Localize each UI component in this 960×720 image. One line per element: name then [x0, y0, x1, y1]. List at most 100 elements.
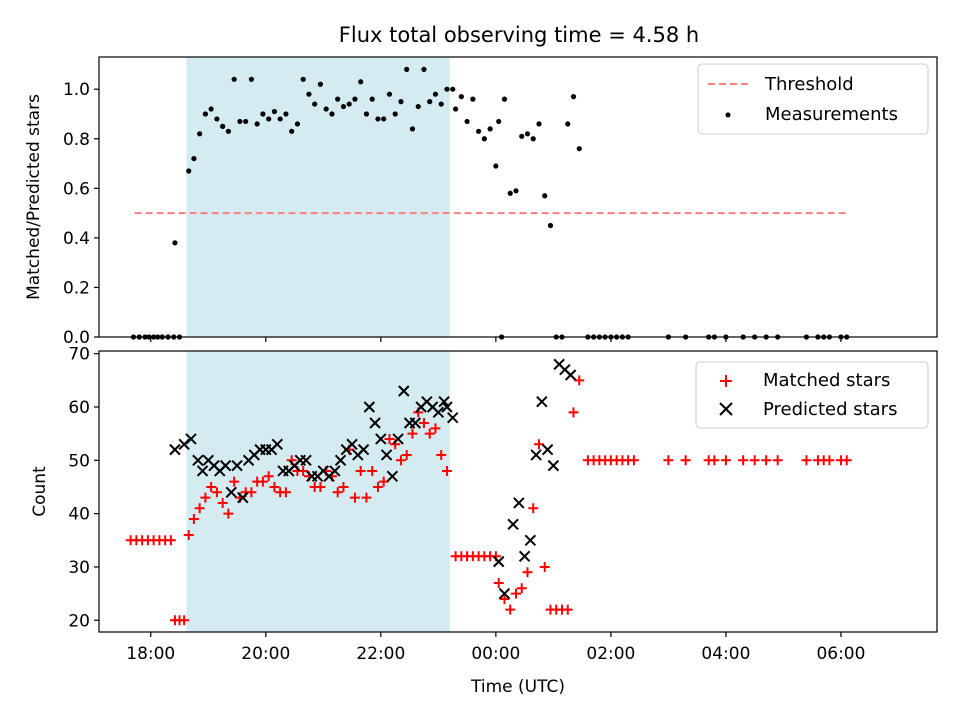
measurement-point — [487, 126, 493, 132]
measurement-point — [409, 126, 416, 132]
legend-matched-label: Matched stars — [763, 370, 890, 391]
predicted-star-point — [329, 465, 341, 477]
measurement-point — [450, 86, 456, 92]
measurement-point — [386, 91, 393, 97]
bottom-x-axis-ticks: 18:00 20:00 22:00 00:00 02:00 04:00 06:00 — [126, 632, 865, 664]
measurement-point — [352, 96, 358, 102]
bottom-y-tick-label: 30 — [68, 558, 90, 578]
matched-star-point — [183, 529, 194, 540]
measurement-point — [266, 116, 272, 122]
measurement-point — [536, 121, 542, 127]
bottom-y-tick-label: 70 — [68, 345, 90, 365]
measurement-point — [375, 116, 381, 122]
measurement-point — [570, 94, 577, 100]
bottom-legend-box — [695, 361, 929, 429]
measurement-point — [513, 188, 519, 194]
matched-star-point — [749, 455, 760, 466]
predicted-star-point — [219, 459, 232, 472]
top-panel: 0.0 0.2 0.4 0.6 0.8 1.0 Matched/Predicted sta… — [24, 56, 938, 348]
legend-measurements-swatch — [725, 112, 731, 118]
measurement-point — [220, 123, 226, 129]
measurement-point — [335, 96, 341, 102]
matched-star-point — [430, 423, 441, 434]
matched-star-point — [709, 455, 720, 466]
bottom-y-axis-label: Count — [30, 466, 50, 517]
matched-star-point — [801, 455, 812, 466]
x-axis-label: Time (UTC) — [470, 677, 565, 697]
measurement-point — [381, 116, 387, 122]
x-tick-label: 20:00 — [241, 644, 290, 664]
measurement-point — [312, 101, 318, 107]
measurement-point — [369, 96, 375, 102]
matched-star-point — [841, 455, 852, 466]
predicted-star-point — [346, 438, 358, 451]
matched-star-point — [367, 465, 378, 476]
legend-predicted-label: Predicted stars — [763, 399, 897, 420]
matched-star-point — [246, 487, 257, 498]
top-legend: Threshold Measurements — [697, 63, 929, 135]
measurement-point — [277, 116, 283, 122]
matched-star-point — [338, 481, 349, 492]
measurement-point — [398, 99, 404, 105]
legend-measurements-label: Measurements — [765, 104, 898, 125]
top-axes-frame — [98, 56, 938, 338]
top-y-tick-label: 0.4 — [63, 229, 90, 249]
matched-star-point — [493, 577, 504, 588]
matched-star-point — [223, 508, 234, 519]
measurement-point — [329, 111, 335, 117]
measurement-point — [271, 108, 278, 115]
matched-star-point — [510, 588, 521, 599]
matched-star-point — [528, 503, 539, 514]
matched-star-point — [720, 455, 731, 466]
matched-star-point — [663, 455, 674, 466]
matched-star-point — [315, 481, 326, 492]
measurement-point — [208, 106, 214, 112]
x-tick-label: 00:00 — [471, 644, 520, 664]
measurement-point — [363, 111, 370, 117]
bottom-y-axis-ticks: 20 30 40 50 60 70 — [68, 345, 99, 631]
bottom-axes-frame — [98, 350, 938, 633]
measurement-point — [191, 155, 197, 162]
matched-star-point — [407, 428, 418, 439]
matched-star-point — [568, 407, 579, 418]
predicted-star-point — [196, 465, 209, 477]
measurement-point — [519, 133, 525, 139]
predicted-star-point — [225, 486, 237, 499]
measurement-point — [493, 163, 499, 169]
top-y-tick-label: 0.0 — [63, 328, 90, 348]
matched-star-point — [441, 465, 452, 476]
x-tick-label: 04:00 — [701, 644, 750, 664]
measurement-point — [306, 91, 312, 97]
legend-predicted-swatch — [719, 402, 733, 416]
bottom-y-tick-label: 20 — [68, 611, 90, 631]
top-y-tick-label: 0.2 — [63, 278, 90, 298]
predicted-star-point — [409, 417, 422, 429]
bottom-y-tick-label: 40 — [68, 505, 90, 525]
predicted-star-point — [169, 443, 181, 456]
matched-star-point — [401, 449, 412, 460]
matched-star-point — [505, 604, 516, 615]
bottom-legend: Matched stars Predicted stars — [695, 361, 929, 429]
matched-star-point — [188, 513, 199, 524]
matched-star-point — [628, 455, 639, 466]
bottom-panel: 20 30 40 50 60 70 18:00 20:00 22:00 00:00 02:00 04… — [30, 345, 938, 697]
top-legend-box — [697, 63, 929, 135]
matched-star-point — [562, 604, 573, 615]
matched-star-point — [418, 417, 429, 428]
predicted-star-point — [357, 443, 370, 456]
measurement-point — [576, 146, 582, 152]
predicted-star-point — [530, 449, 542, 461]
measurement-point — [289, 128, 295, 134]
matched-star-point — [361, 492, 372, 503]
measurement-point — [172, 240, 178, 246]
top-y-axis-ticks: 0.0 0.2 0.4 0.6 0.8 1.0 — [63, 80, 99, 348]
measurement-point — [248, 76, 255, 82]
measurement-point — [476, 128, 482, 134]
measurement-point — [496, 118, 502, 125]
measurement-point — [392, 111, 398, 117]
predicted-star-point — [432, 406, 445, 419]
predicted-star-point — [498, 587, 511, 600]
legend-threshold-label: Threshold — [764, 74, 854, 95]
measurement-point — [214, 116, 220, 122]
